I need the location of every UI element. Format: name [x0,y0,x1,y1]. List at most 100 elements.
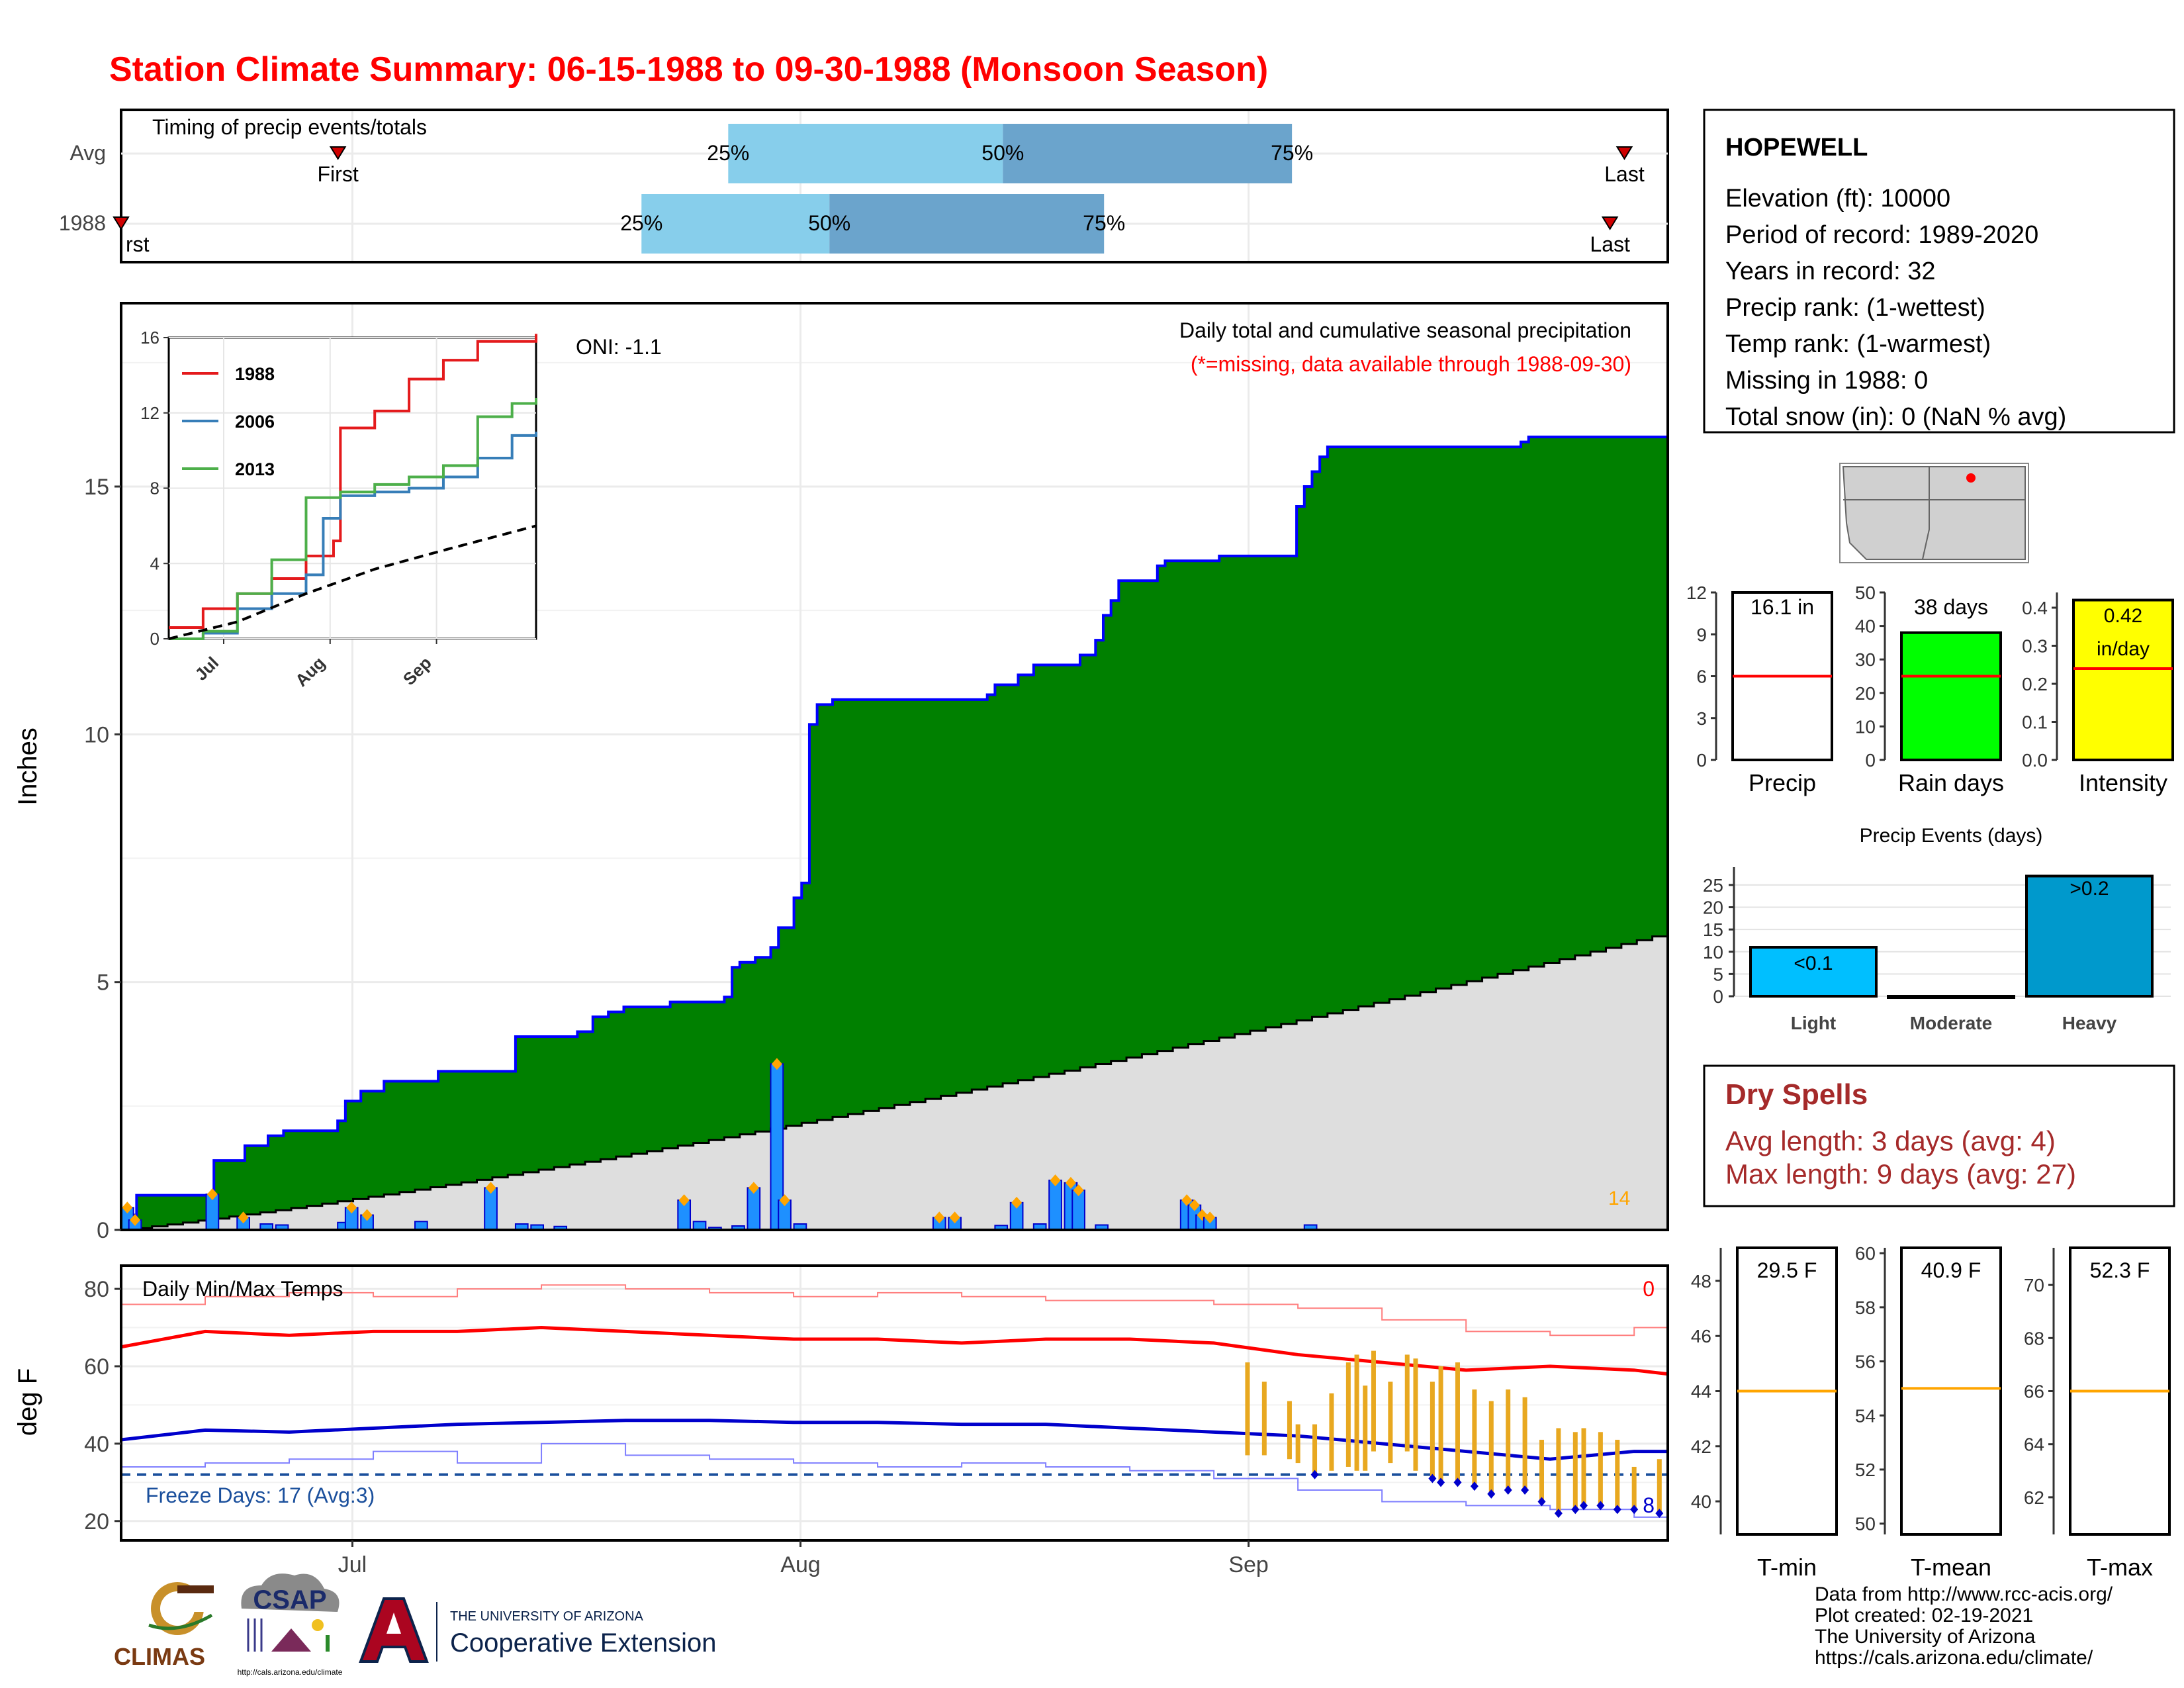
timing-panel: Timing of precip events/totals 25% 50% 75%… [59,109,1669,263]
temp-summary-bars: T-min T-mean T-max 40 42 44 46 48 50 52 54 56 58 6… [1691,1243,2171,1581]
timing-q75-label: 75% [1083,211,1125,235]
cumulative-1988-line [121,436,1668,1217]
summary-bar-tick-label: 40 [1855,616,1876,637]
freeze-day-marker [1554,1509,1563,1519]
daily-precip-bar [484,1187,498,1231]
daily-temp-range-bar [1354,1354,1359,1471]
daily-temp-range-bar [1287,1401,1292,1460]
temp-bar-tick-label: 62 [2024,1487,2044,1508]
csap-logo: CSAP http://cals.arizona.edu/climate [238,1573,343,1677]
precip-bar-value: 16.1 in [1751,595,1814,619]
daily-temp-range-bar [1522,1397,1527,1491]
first-event-marker [113,216,130,230]
timing-q25-label: 25% [620,211,662,235]
ua-small-text: THE UNIVERSITY OF ARIZONA [450,1609,644,1624]
temp-bar-tick-label: 40 [1691,1491,1711,1512]
temp-bar-tick-label: 66 [2024,1382,2044,1402]
month-axis: Jul Aug Sep [338,1540,1269,1577]
events-bar-light [1749,946,1878,998]
inset-legend-2006: 2006 [235,412,275,432]
summary-bar-tick-label: 0.0 [2022,750,2048,771]
daily-precip-marker [678,1194,690,1207]
summary-bar-tick-label: 6 [1696,667,1707,687]
daily-temp-range-bar [1295,1424,1300,1464]
daily-temp-range-bar [1615,1440,1620,1510]
summary-bar-1 [1900,631,2002,761]
avg-max-line [120,1326,1668,1376]
ua-logo: THE UNIVERSITY OF ARIZONA Cooperative Ex… [359,1597,716,1663]
tmean-bar-label: T-mean [1911,1554,1991,1581]
inset-y-tick-label: 4 [150,553,159,573]
timing-q50-label: 50% [981,141,1024,165]
daily-precip-marker [1065,1176,1076,1189]
daily-precip-marker [1189,1199,1200,1211]
daily-temp-range-bar [1312,1424,1318,1475]
precip-events-title: Precip Events (days) [1860,825,2043,847]
precip-y-axis: 0 5 10 15 [84,475,121,1243]
temp-bar-tick-label: 60 [1855,1243,1876,1264]
station-precip-rank: Precip rank: (1-wettest) [1725,294,1985,322]
first-event-marker [329,146,347,160]
dry-spells-title: Dry Spells [1725,1078,1868,1111]
daily-precip-marker [1073,1184,1084,1197]
station-period: Period of record: 1989-2020 [1725,221,2038,249]
temp-title: Daily Min/Max Temps [142,1277,343,1301]
first-event-label: rst [126,232,150,256]
temp-bar-tick-label: 64 [2024,1434,2044,1455]
csap-url: http://cals.arizona.edu/climate [238,1667,343,1677]
freeze-day-marker [1487,1489,1496,1499]
daily-temp-range-bar [1455,1362,1460,1483]
raindays-bar-label: Rain days [1898,769,2004,796]
temp-bar-tick-label: 50 [1855,1514,1876,1534]
tmin-bar-label: T-min [1757,1554,1817,1581]
freeze-day-marker [1470,1481,1479,1491]
freeze-day-marker [1630,1505,1639,1515]
daily-precip-bar [747,1187,761,1231]
daily-temp-range-bar [1657,1459,1662,1514]
summary-bar-tick-label: 3 [1696,708,1707,729]
corner-count: 14 [1608,1188,1630,1209]
station-years: Years in record: 32 [1725,258,1936,285]
freeze-day-marker [1521,1485,1529,1495]
precip-y-label: Inches [13,727,42,806]
summary-bar-tick-label: 0.3 [2022,636,2048,657]
events-y-tick-label: 15 [1703,919,1723,940]
station-missing: Missing in 1988: 0 [1725,367,1928,395]
events-y-tick-label: 20 [1703,898,1723,918]
daily-precip-marker [1181,1194,1193,1207]
daily-temp-range-bar [1261,1382,1267,1456]
station-location-dot [1966,473,1976,483]
inset-legend: 1988 2006 2013 [182,364,275,479]
daily-temp-range-bar [1488,1401,1494,1494]
events-y-tick-label: 10 [1703,942,1723,962]
summary-bar-2 [2072,598,2174,761]
summary-bar-tick-label: 0.1 [2022,712,2048,733]
timing-title: Timing of precip events/totals [152,115,427,139]
inset-legend-1988: 1988 [235,364,275,384]
daily-precip-marker [1050,1174,1061,1187]
daily-temp-range-bar [1598,1432,1603,1506]
climas-wordmark: CLIMAS [114,1643,205,1670]
first-event-label: First [318,162,359,186]
summary-bar-tick-label: 0.2 [2022,674,2048,694]
inset-y-tick-label: 12 [140,403,159,423]
intensity-bar-value: 0.42 [2104,605,2142,627]
missing-note: (*=missing, data available through 1988-… [1191,352,1631,376]
summary-bar-tick-label: 9 [1696,624,1707,645]
summary-bar-tick-label: 10 [1855,716,1876,737]
footer-credits: Data from http://www.rcc-acis.org/ Plot … [1815,1583,2113,1669]
precip-legend-title: Daily total and cumulative seasonal prec… [1179,318,1631,342]
temp-y-label: deg F [13,1368,42,1436]
average-cumulative-area [121,932,1669,1231]
timing-q25-label: 25% [707,141,749,165]
precip-panel: 0 5 10 15 Inches Daily total and cumulative… [13,302,1669,1243]
summary-bar-tick-label: 0 [1696,750,1707,771]
temp-bar-tick-label: 42 [1691,1436,1711,1457]
temp-bar-tick-label: 44 [1691,1382,1711,1402]
inset-series-2013 [169,398,537,640]
temp-panel: 20 40 60 80 Daily Min/Max Temps 0 8 Freeze … [13,1264,1669,1577]
events-y-tick-label: 0 [1713,986,1723,1007]
temp-y-tick-label: 60 [84,1354,109,1380]
precip-y-tick-label: 15 [84,475,109,500]
